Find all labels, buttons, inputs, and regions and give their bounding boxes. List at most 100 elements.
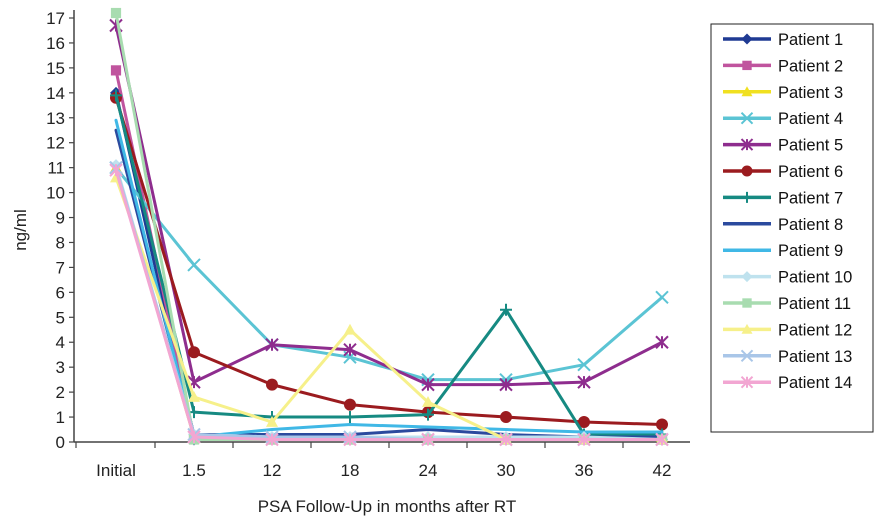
x-tick-label: 12 bbox=[263, 461, 282, 480]
data-point bbox=[578, 416, 590, 429]
data-point bbox=[500, 411, 512, 424]
legend-marker bbox=[741, 33, 753, 45]
data-point bbox=[110, 89, 122, 102]
legend-marker bbox=[741, 165, 753, 177]
series-line bbox=[114, 23, 664, 387]
x-tick-label: 42 bbox=[653, 461, 672, 480]
legend-marker bbox=[741, 271, 753, 283]
legend-label: Patient 7 bbox=[778, 189, 843, 207]
legend-entry: Patient 11 bbox=[723, 295, 851, 313]
series-3 bbox=[110, 161, 668, 445]
legend-entry: Patient 13 bbox=[723, 348, 852, 366]
series-line bbox=[114, 91, 664, 442]
y-tick-label: 15 bbox=[46, 59, 65, 78]
legend-entry: Patient 9 bbox=[723, 242, 843, 260]
x-axis-title: PSA Follow-Up in months after RT bbox=[258, 497, 517, 516]
data-point bbox=[343, 343, 357, 357]
y-axis-title: ng/ml bbox=[11, 209, 30, 251]
data-point bbox=[499, 377, 513, 392]
legend-label: Patient 6 bbox=[778, 163, 843, 181]
series-line bbox=[114, 11, 664, 442]
data-point bbox=[187, 258, 201, 272]
x-tick-label: 36 bbox=[575, 461, 594, 480]
data-point bbox=[422, 396, 434, 407]
y-tick-label: 17 bbox=[46, 9, 65, 28]
legend-entry: Patient 2 bbox=[723, 57, 843, 75]
data-point bbox=[110, 7, 122, 19]
data-point bbox=[656, 418, 668, 431]
data-point bbox=[188, 391, 200, 402]
series-line bbox=[114, 68, 664, 442]
series-line bbox=[114, 93, 664, 437]
x-tick-label: 1.5 bbox=[182, 461, 206, 480]
legend: Patient 1 Patient 2 Patient 3 Patient 4 Pati… bbox=[710, 23, 874, 433]
data-point bbox=[655, 290, 669, 305]
y-tick-label: 8 bbox=[56, 233, 65, 252]
data-point bbox=[344, 398, 356, 411]
series-13 bbox=[109, 160, 669, 447]
series-5 bbox=[109, 18, 669, 392]
data-point bbox=[266, 416, 278, 427]
legend-label: Patient 10 bbox=[778, 269, 852, 287]
y-tick-label: 6 bbox=[56, 283, 65, 302]
legend-entry: Patient 3 bbox=[723, 84, 843, 102]
y-tick-label: 11 bbox=[47, 159, 65, 178]
legend-marker bbox=[742, 60, 752, 71]
series-12 bbox=[110, 171, 668, 445]
series-14 bbox=[109, 163, 669, 447]
y-tick-label: 4 bbox=[56, 333, 65, 352]
y-tick-label: 9 bbox=[56, 209, 65, 228]
y-tick-label: 0 bbox=[56, 433, 65, 452]
data-point bbox=[421, 377, 435, 392]
legend-marker bbox=[741, 191, 753, 203]
data-point bbox=[655, 335, 669, 349]
legend-entry: Patient 10 bbox=[723, 269, 852, 287]
data-point bbox=[577, 375, 591, 389]
data-point bbox=[344, 411, 356, 424]
data-point bbox=[577, 357, 591, 372]
series-line bbox=[114, 168, 664, 442]
legend-entry: Patient 1 bbox=[723, 31, 843, 49]
legend-label: Patient 5 bbox=[778, 137, 843, 155]
legend-marker bbox=[740, 375, 754, 389]
data-point bbox=[187, 430, 201, 444]
legend-marker bbox=[740, 111, 754, 125]
legend-entry: Patient 6 bbox=[723, 163, 843, 181]
data-point bbox=[109, 163, 123, 177]
legend-entry: Patient 14 bbox=[723, 374, 852, 392]
legend-entry: Patient 7 bbox=[723, 189, 843, 207]
data-point bbox=[188, 346, 200, 359]
series-line bbox=[114, 118, 664, 439]
series-9 bbox=[114, 118, 664, 439]
x-tick-label: 30 bbox=[497, 461, 516, 480]
legend-entry: Patient 12 bbox=[723, 321, 852, 339]
legend-label: Patient 9 bbox=[778, 242, 843, 260]
y-tick-label: 16 bbox=[46, 34, 65, 53]
x-ticks: Initial 1.5 12 18 24 30 36 42 bbox=[75, 442, 672, 480]
data-point bbox=[499, 432, 513, 447]
y-tick-label: 1 bbox=[56, 408, 65, 427]
legend-marker bbox=[740, 138, 754, 151]
legend-label: Patient 1 bbox=[778, 31, 843, 49]
legend-marker bbox=[741, 86, 753, 97]
legend-marker bbox=[741, 323, 753, 334]
legend-entry: Patient 5 bbox=[723, 137, 843, 155]
legend-label: Patient 14 bbox=[778, 374, 852, 392]
series-10 bbox=[110, 159, 668, 446]
legend-label: Patient 2 bbox=[778, 57, 843, 75]
legend-marker bbox=[740, 349, 754, 363]
x-tick-label: 18 bbox=[341, 461, 360, 480]
legend-label: Patient 8 bbox=[778, 216, 843, 234]
series-8 bbox=[114, 128, 664, 439]
data-point bbox=[655, 432, 669, 447]
y-tick-label: 7 bbox=[56, 258, 65, 277]
y-tick-label: 3 bbox=[56, 358, 65, 377]
legend-label: Patient 4 bbox=[778, 110, 843, 128]
legend-entry: Patient 8 bbox=[723, 216, 843, 234]
data-point bbox=[422, 408, 434, 421]
y-tick-label: 13 bbox=[46, 109, 65, 128]
series-line bbox=[114, 128, 664, 439]
y-tick-label: 2 bbox=[56, 383, 65, 402]
